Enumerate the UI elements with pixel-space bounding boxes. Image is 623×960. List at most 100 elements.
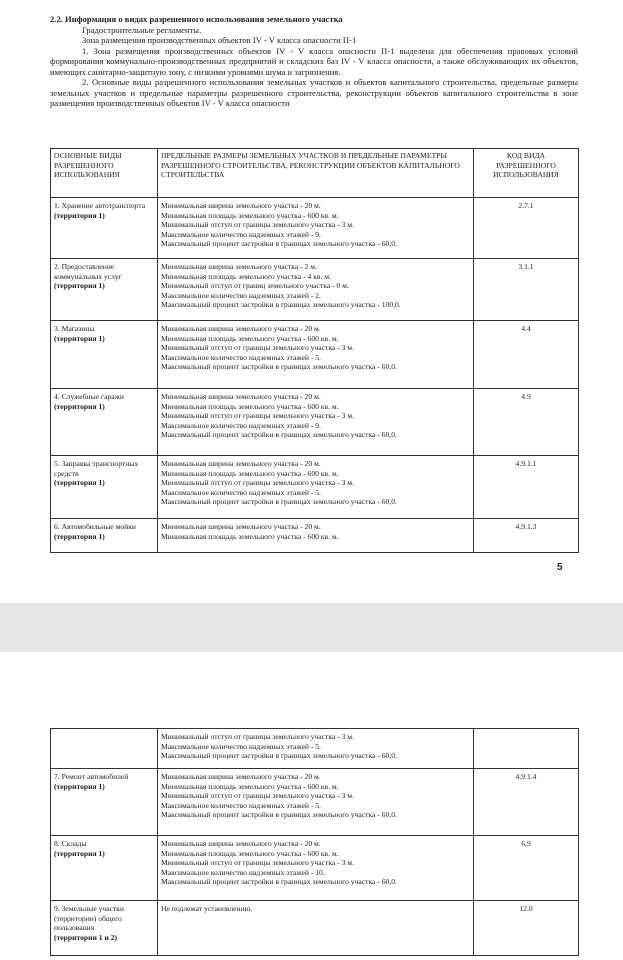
param-line: Максимальное количество надземных этажей… (161, 867, 325, 877)
page-number: 5 (557, 562, 563, 573)
page: 2.2. Информация о видах разрешенного исп… (0, 0, 623, 603)
cell: 1. Хранение автотранспорта (территория 1) (50, 197, 158, 259)
param-line: Минимальная ширина земельного участка - … (161, 392, 321, 401)
param-line: Минимальная площадь земельного участка -… (161, 848, 339, 858)
code: 3.1.1 (518, 262, 534, 271)
param-line: Минимальная площадь земельного участка -… (161, 531, 339, 541)
use-name: 6. Автомобильные мойки (54, 522, 136, 531)
cell: 4.9.1.1 (473, 455, 579, 519)
param-line: Максимальное количество надземных этажей… (161, 290, 321, 300)
param-line: Максимальное количество надземных этажей… (161, 800, 321, 810)
param-line: Не подлежат установлению. (161, 904, 253, 913)
param-line: Максимальное количество надземных этажей… (161, 741, 321, 751)
document-text: 2.2. Информация о видах разрешенного исп… (50, 14, 578, 109)
cell (50, 728, 158, 769)
row: 7. Ремонт автомобилей (территория 1) Миним… (50, 768, 579, 836)
paragraph: 1. Зона размещения производственных объе… (50, 45, 578, 77)
code: 4.4 (521, 324, 531, 333)
row: 9. Земельные участки (территории) общего… (50, 900, 579, 956)
param-line: Минимальный отступ от границы земельного… (161, 732, 354, 741)
cell: 6. Автомобильные мойки (территория 1) (50, 518, 158, 553)
header-cell: ОСНОВНЫЕ ВИДЫ РАЗРЕШЕННОГО ИСПОЛЬЗОВАНИЯ (50, 148, 158, 198)
code: 12.0 (519, 904, 533, 913)
cell: 7. Ремонт автомобилей (территория 1) (50, 768, 158, 836)
param-line: Максимальный процент застройки в граница… (161, 430, 397, 440)
param-line: Минимальная ширина земельного участка - … (161, 459, 321, 468)
cell: Не подлежат установлению. (157, 900, 474, 956)
param-line: Максимальный процент застройки в граница… (161, 300, 401, 310)
cell: 4.4 (473, 320, 579, 389)
cell: Минимальная ширина земельного участка - … (157, 197, 474, 259)
use-name: 8. Склады (54, 839, 87, 848)
param-line: Максимальное количество надземных этажей… (161, 229, 321, 239)
param-line: Максимальный процент застройки в граница… (161, 810, 397, 820)
table: ОСНОВНЫЕ ВИДЫ РАЗРЕШЕННОГО ИСПОЛЬЗОВАНИЯ… (50, 148, 579, 553)
territory: (территория 1) (54, 531, 105, 541)
param-line: Минимальная площадь земельного участка -… (161, 333, 339, 343)
use-name: 7. Ремонт автомобилей (54, 772, 129, 781)
cell: 3. Магазины (территория 1) (50, 320, 158, 389)
cell: 9. Земельные участки (территории) общего… (50, 900, 158, 956)
header-cell: КОД ВИДА РАЗРЕШЕННОГО ИСПОЛЬЗОВАНИЯ (473, 148, 579, 198)
param-line: Минимальный отступ от границы земельного… (161, 791, 354, 801)
cell: 2.7.1 (473, 197, 579, 259)
territory: (территория 1) (54, 478, 105, 488)
code: 4.9.1.1 (515, 459, 537, 468)
territory: (территория 1) (54, 281, 105, 291)
row: 1. Хранение автотранспорта (территория 1)… (50, 197, 579, 259)
param-line: Максимальный процент застройки в граница… (161, 362, 397, 372)
cell: Минимальная ширина земельного участка - … (157, 518, 474, 553)
param-line: Максимальное количество надземных этажей… (161, 420, 321, 430)
use-name: 9. Земельные участки (территории) общего… (54, 904, 125, 933)
heading: 2.2. Информация о видах разрешенного исп… (50, 14, 343, 24)
cell: 2. Предоставление коммунальных услуг (тер… (50, 258, 158, 321)
zone: Зона размещения производственных объекто… (82, 35, 357, 45)
param-line: Минимальная ширина земельного участка - … (161, 201, 321, 210)
cell (473, 728, 579, 769)
row: 6. Автомобильные мойки (территория 1) Мини… (50, 518, 579, 553)
param-line: Минимальная площадь земельного участка -… (161, 401, 339, 411)
cell: 3.1.1 (473, 258, 579, 321)
cell: 5. Заправка транспортных средств (террито… (50, 455, 158, 519)
param-line: Максимальное количество надземных этажей… (161, 352, 321, 362)
param-line: Минимальная ширина земельного участка - … (161, 262, 317, 271)
cell: 4. Служебные гаражи (территория 1) (50, 388, 158, 456)
header-cell: ПРЕДЕЛЬНЫЕ РАЗМЕРЫ ЗЕМЕЛЬНЫХ УЧАСТКОВ И … (157, 148, 474, 198)
param-line: Минимальная ширина земельного участка - … (161, 772, 321, 781)
territory: (территория 1) (54, 781, 105, 791)
use-name: 4. Служебные гаражи (54, 392, 124, 401)
cell: 4.9 (473, 388, 579, 456)
code: 4.9.1.3 (515, 522, 537, 531)
param-line: Минимальный отступ от границы земельного… (161, 411, 354, 421)
param-line: Минимальная площадь земельного участка -… (161, 781, 339, 791)
code: 6.9 (521, 839, 531, 848)
cell: 4.9.1.4 (473, 768, 579, 836)
cell: Минимальная ширина земельного участка - … (157, 388, 474, 456)
use-name: 2. Предоставление коммунальных услуг (54, 262, 122, 281)
cell: Минимальная ширина земельного участка - … (157, 455, 474, 519)
param-line: Минимальный отступ от границ земельного … (161, 281, 349, 291)
cell: Минимальный отступ от границы земельного… (157, 728, 474, 769)
territory: (территория 1) (54, 848, 105, 858)
cell: 8. Склады (территория 1) (50, 835, 158, 901)
param-line: Максимальный процент застройки в граница… (161, 239, 397, 249)
param-line: Минимальная ширина земельного участка - … (161, 522, 321, 531)
cell: Минимальная ширина земельного участка - … (157, 835, 474, 901)
row: 3. Магазины (территория 1) Минимальная шир… (50, 320, 579, 389)
paragraph: 2. Основные виды разрешенного использова… (50, 77, 578, 108)
cell: Минимальная ширина земельного участка - … (157, 258, 474, 321)
row: 8. Склады (территория 1) Минимальная ширин… (50, 835, 579, 901)
param-line: Минимальный отступ от границы земельного… (161, 478, 354, 488)
cell: 6.9 (473, 835, 579, 901)
code: 2.7.1 (518, 201, 534, 210)
use-name: 1. Хранение автотранспорта (54, 201, 146, 210)
param-line: Максимальное количество надземных этажей… (161, 487, 321, 497)
cell: 12.0 (473, 900, 579, 956)
subheading: Градостроительные регламенты. (82, 24, 202, 35)
cell: Минимальная ширина земельного участка - … (157, 768, 474, 836)
param-line: Максимальный процент застройки в граница… (161, 751, 397, 761)
territory: (территория 1) (54, 210, 105, 220)
param-line: Минимальная ширина земельного участка - … (161, 324, 321, 333)
row: 2. Предоставление коммунальных услуг (тер… (50, 258, 579, 321)
